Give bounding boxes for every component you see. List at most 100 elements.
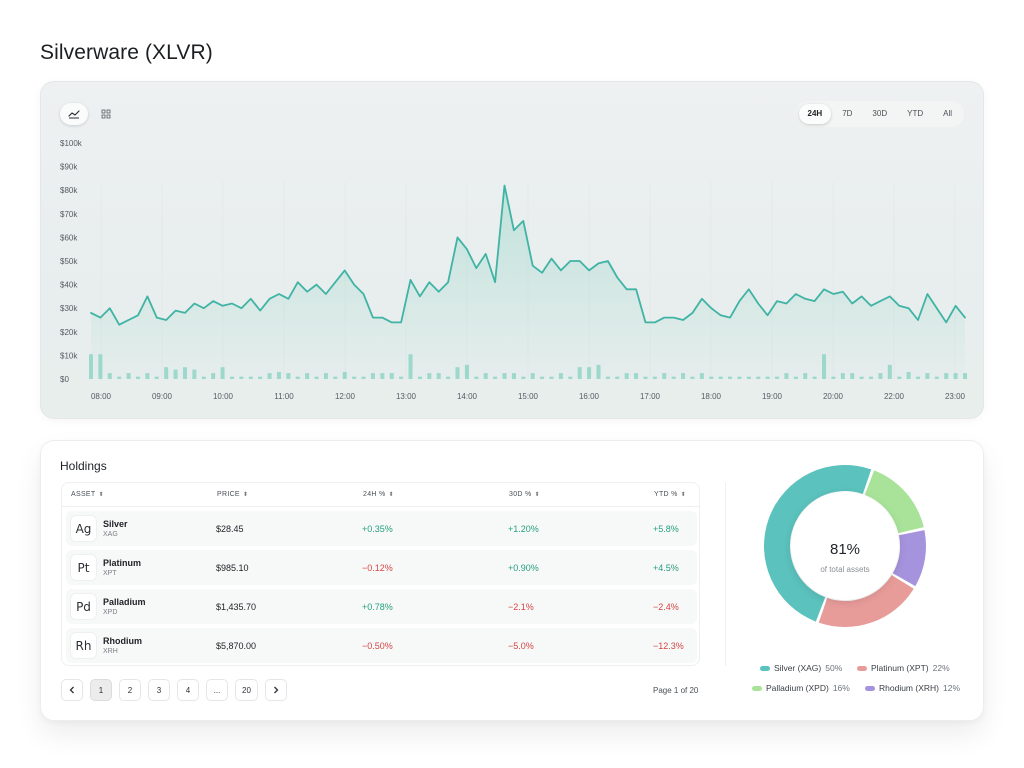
allocation-donut-chart xyxy=(764,465,926,627)
change-ytd: +5.8% xyxy=(653,524,679,534)
chevron-right-icon xyxy=(273,686,279,694)
x-tick-label: 19:00 xyxy=(762,392,783,401)
x-tick-label: 11:00 xyxy=(274,392,294,401)
page-title: Silverware (XLVR) xyxy=(40,41,213,64)
change-24h: −0.50% xyxy=(362,641,393,651)
change-30d: −2.1% xyxy=(508,602,534,612)
x-tick-label: 20:00 xyxy=(823,392,844,401)
change-ytd: +4.5% xyxy=(653,563,679,573)
x-tick-label: 22:00 xyxy=(884,392,905,401)
chart-view-toggle xyxy=(60,101,158,127)
grid-view-button[interactable] xyxy=(92,103,120,125)
price-area xyxy=(91,185,965,379)
range-tab-30d[interactable]: 30D xyxy=(872,109,888,118)
change-30d: +0.90% xyxy=(508,563,539,573)
range-tab-7d[interactable]: 7D xyxy=(842,109,853,118)
donut-slice-silver[interactable] xyxy=(764,465,872,622)
legend-swatch xyxy=(857,665,867,671)
donut-center-value: 81% xyxy=(829,541,861,558)
price-chart-card: $100k $90k $80k $70k $60k $50k $40k $30k $20k $10… xyxy=(40,81,984,419)
asset-symbol: Rh xyxy=(70,632,97,659)
page-button-1[interactable]: 1 xyxy=(90,679,112,701)
change-24h: +0.35% xyxy=(362,524,393,534)
table-row[interactable]: Rh Rhodium XRH $5,870.00 −0.50% −5.0% −1… xyxy=(66,628,697,663)
asset-code: XPD xyxy=(103,609,118,616)
donut-slice-rhodium[interactable] xyxy=(892,530,926,587)
x-tick-label: 09:00 xyxy=(152,392,173,401)
table-row[interactable]: Pt Platinum XPT $985.10 −0.12% +0.90% +4… xyxy=(66,550,697,585)
y-tick-label: $10k xyxy=(60,351,78,360)
change-24h: +0.78% xyxy=(362,602,393,612)
y-tick-label: $0 xyxy=(60,375,69,384)
change-24h: −0.12% xyxy=(362,563,393,573)
x-tick-label: 10:00 xyxy=(213,392,234,401)
range-tab-all[interactable]: All xyxy=(943,109,952,118)
price-chart: $100k $90k $80k $70k $60k $50k $40k $30k $20k $10… xyxy=(60,139,967,401)
holdings-title: Holdings xyxy=(60,459,107,473)
legend-item-platinum: Platinum (XPT) 22% xyxy=(857,663,950,673)
change-30d: +1.20% xyxy=(508,524,539,534)
table-row[interactable]: Pd Palladium XPD $1,435.70 +0.78% −2.1% … xyxy=(66,589,697,624)
next-page-button[interactable] xyxy=(264,679,287,701)
y-tick-label: $30k xyxy=(60,304,78,313)
divider xyxy=(725,482,726,666)
page-ellipsis: ... xyxy=(206,679,228,701)
y-tick-label: $50k xyxy=(60,257,78,266)
time-range-tabs: 24H 7D 30D YTD All xyxy=(795,101,964,127)
asset-symbol: Ag xyxy=(70,515,97,542)
range-tab-ytd[interactable]: YTD xyxy=(907,109,924,118)
asset-name: Rhodium xyxy=(103,636,142,646)
asset-code: XPT xyxy=(103,570,117,577)
page-button-3[interactable]: 3 xyxy=(148,679,170,701)
donut-hole xyxy=(791,492,899,600)
y-tick-label: $40k xyxy=(60,281,78,290)
legend-swatch xyxy=(760,665,770,671)
asset-price: $1,435.70 xyxy=(216,602,257,612)
asset-price: $28.45 xyxy=(216,524,244,534)
asset-price: $985.10 xyxy=(216,563,249,573)
column-header-30d[interactable]: 30D % ⬍ xyxy=(509,491,540,498)
sort-icon: ⬍ xyxy=(388,492,394,498)
x-tick-label: 15:00 xyxy=(518,392,539,401)
range-tab-24h[interactable]: 24H xyxy=(798,104,832,124)
table-row[interactable]: Ag Silver XAG $28.45 +0.35% +1.20% +5.8% xyxy=(66,511,697,546)
chevron-left-icon xyxy=(69,686,74,694)
asset-symbol: Pd xyxy=(70,593,97,620)
x-tick-label: 23:00 xyxy=(945,392,966,401)
asset-price: $5,870.00 xyxy=(216,641,257,651)
column-header-24h[interactable]: 24H % ⬍ xyxy=(363,491,394,498)
line-chart-icon xyxy=(68,110,80,119)
x-tick-label: 16:00 xyxy=(579,392,600,401)
prev-page-button[interactable] xyxy=(61,679,83,701)
change-ytd: −12.3% xyxy=(653,641,684,651)
donut-slice-palladium[interactable] xyxy=(864,470,924,534)
legend-item-silver: Silver (XAG) 50% xyxy=(760,663,842,673)
legend-swatch xyxy=(865,685,875,691)
donut-slice-platinum[interactable] xyxy=(818,575,914,627)
asset-name: Palladium xyxy=(103,597,146,607)
x-tick-label: 18:00 xyxy=(701,392,722,401)
y-tick-label: $80k xyxy=(60,186,78,195)
y-tick-label: $60k xyxy=(60,233,78,242)
asset-name: Silver xyxy=(103,519,128,529)
x-tick-label: 17:00 xyxy=(640,392,661,401)
line-chart-view-button[interactable] xyxy=(60,103,88,125)
sort-icon: ⬍ xyxy=(242,492,249,498)
column-header-ytd[interactable]: YTD % ⬍ xyxy=(654,491,686,498)
holdings-table: ASSET ⬍ PRICE ⬍ 24H % ⬍ 30D % ⬍ YTD % ⬍ Ag Si… xyxy=(61,482,700,666)
page-button-20[interactable]: 20 xyxy=(235,679,258,701)
asset-symbol: Pt xyxy=(70,554,97,581)
page-button-4[interactable]: 4 xyxy=(177,679,199,701)
x-tick-label: 13:00 xyxy=(396,392,417,401)
y-tick-label: $90k xyxy=(60,163,78,172)
column-header-asset[interactable]: ASSET ⬍ xyxy=(71,491,104,498)
y-tick-label: $70k xyxy=(60,210,78,219)
asset-code: XRH xyxy=(103,648,118,655)
column-header-price[interactable]: PRICE ⬍ xyxy=(217,491,249,498)
page-button-2[interactable]: 2 xyxy=(119,679,141,701)
y-tick-label: $100k xyxy=(60,139,83,148)
x-tick-label: 08:00 xyxy=(91,392,112,401)
table-header: ASSET ⬍ PRICE ⬍ 24H % ⬍ 30D % ⬍ YTD % ⬍ xyxy=(62,483,699,507)
price-line xyxy=(90,184,966,326)
grid-view-icon xyxy=(101,109,111,119)
